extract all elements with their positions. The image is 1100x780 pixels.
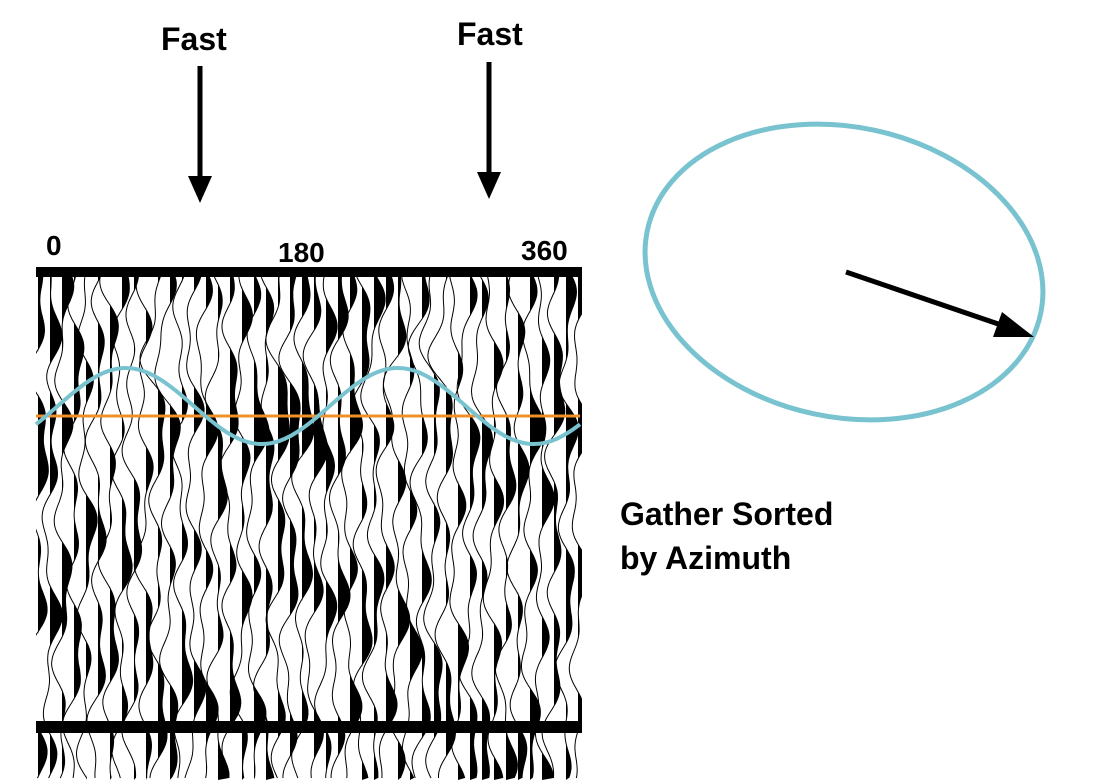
trace-fill (350, 277, 363, 780)
trace-wiggle (382, 277, 411, 779)
trace-wiggle (62, 277, 85, 779)
trace-wiggle (351, 277, 373, 779)
trace-fill (362, 277, 373, 780)
trace-wiggle (229, 277, 253, 779)
trace-wiggle (121, 277, 143, 779)
gather-bottom-bar (36, 721, 582, 733)
trace-wiggle (314, 277, 338, 779)
azimuthal-sine-curve (34, 366, 582, 446)
trace-wiggle (218, 277, 242, 779)
trace-wiggle (84, 277, 107, 779)
trace-fill (110, 277, 119, 780)
trace-wiggle (51, 277, 75, 779)
pointer-arrow-icon (845, 269, 1034, 337)
trace-fill (458, 277, 469, 780)
trace-fill (410, 277, 423, 780)
caption-line-2: by Azimuth (620, 540, 791, 576)
trace-wiggle (184, 277, 207, 779)
trace-wiggle (456, 277, 481, 779)
trace-fill (86, 277, 98, 780)
trace-fill (398, 277, 410, 780)
trace-wiggle (41, 277, 63, 779)
trace-wiggle (139, 277, 168, 779)
trace-fill (446, 277, 456, 780)
trace-fill (50, 277, 63, 780)
fast-label-left: Fast (161, 21, 227, 57)
trace-wiggle (506, 277, 530, 779)
trace-wiggle (568, 312, 582, 779)
caption-line-1: Gather Sorted (620, 496, 833, 532)
trace-wiggle (427, 277, 457, 778)
anisotropy-ellipse (642, 121, 1046, 423)
trace-wiggle (75, 277, 98, 779)
trace-wiggle (195, 277, 219, 779)
trace-wiggle (278, 277, 301, 779)
trace-fill (182, 277, 193, 780)
trace-fill (530, 277, 546, 780)
trace-fill (578, 277, 582, 780)
trace-wiggle (360, 277, 386, 779)
trace-wiggle (541, 277, 566, 779)
gather-top-bar (36, 267, 582, 277)
trace-wiggle (253, 277, 275, 779)
azimuth-label-180: 180 (278, 237, 325, 268)
trace-fill (158, 277, 167, 780)
trace-wiggle (494, 277, 518, 779)
down-arrow-icon (477, 62, 501, 199)
trace-fill (74, 277, 84, 780)
trace-wiggle (328, 277, 351, 778)
trace-wiggle (418, 277, 443, 779)
azimuth-label-0: 0 (46, 230, 62, 261)
trace-wiggle (154, 277, 181, 779)
trace-fill (518, 277, 529, 780)
trace-wiggle (470, 277, 494, 779)
fast-label-right: Fast (457, 16, 523, 52)
trace-wiggle (246, 277, 270, 779)
trace-fill (302, 277, 314, 780)
trace-wiggle (401, 277, 423, 779)
trace-fill (494, 277, 504, 780)
trace-wiggle (110, 277, 133, 779)
trace-wiggle (521, 277, 547, 779)
down-arrow-icon (188, 66, 212, 203)
trace-wiggle (265, 277, 290, 779)
trace-wiggle (341, 277, 364, 779)
trace-fill (254, 277, 269, 780)
azimuth-label-360: 360 (521, 235, 568, 266)
trace-fill (326, 277, 338, 780)
trace-wiggle (534, 277, 555, 779)
trace-wiggle (97, 277, 119, 779)
trace-wiggle (204, 277, 230, 779)
trace-fill (314, 277, 328, 780)
trace-wiggle (482, 277, 505, 779)
trace-wiggle (407, 277, 432, 779)
trace-fill (38, 277, 49, 780)
trace-wiggle (375, 277, 398, 779)
trace-wiggle (170, 277, 194, 779)
trace-fill (122, 277, 133, 780)
trace-wiggle (291, 277, 315, 779)
trace-fill (554, 277, 565, 780)
trace-wiggle (554, 277, 579, 779)
trace-wiggle (302, 277, 329, 779)
trace-fill (290, 277, 301, 780)
